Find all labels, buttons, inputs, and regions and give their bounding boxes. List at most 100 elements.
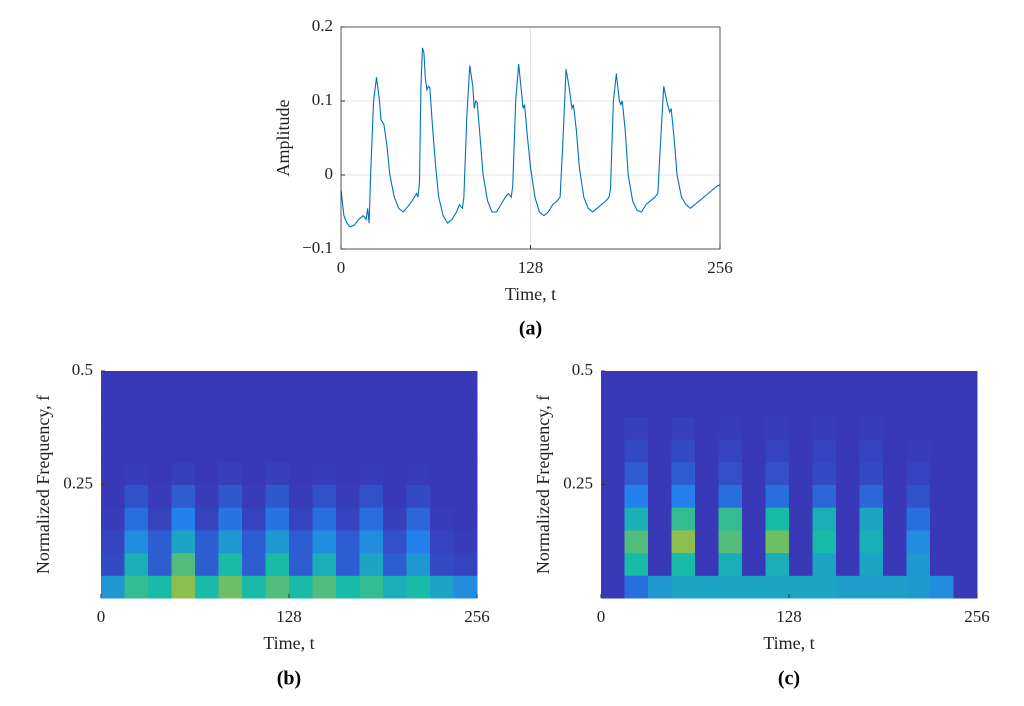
heatmap-cell [148, 552, 172, 576]
heatmap-cell [718, 371, 743, 395]
heatmap-cell [648, 416, 672, 440]
heatmap-cell [148, 416, 172, 440]
heatmap-cell [359, 507, 384, 531]
y-axis-label: Normalized Frequency, f [533, 395, 553, 574]
heatmap-cell [406, 416, 431, 440]
heatmap-cell [312, 461, 337, 485]
heatmap-cell [195, 507, 219, 531]
heatmap-cell [812, 439, 837, 463]
heatmap-cell [312, 393, 337, 417]
heatmap-cell [859, 575, 884, 599]
x-tick-label: 0 [97, 607, 106, 626]
heatmap-cell [336, 393, 360, 417]
heatmap-cell [812, 393, 837, 417]
heatmap-cell [671, 484, 696, 508]
heatmap-cell [624, 393, 649, 417]
heatmap-cell [101, 552, 125, 576]
heatmap-cell [953, 575, 978, 599]
heatmap-cell [336, 371, 360, 395]
heatmap-cell [906, 439, 931, 463]
heatmap-cell [648, 461, 672, 485]
heatmap-cell [742, 439, 766, 463]
heatmap-cell [883, 484, 907, 508]
heatmap-cell [289, 484, 313, 508]
heatmap-cell [383, 575, 407, 599]
heatmap-cell [906, 416, 931, 440]
heatmap-cell [883, 575, 907, 599]
x-tick-label: 256 [464, 607, 490, 626]
heatmap-cell [648, 393, 672, 417]
heatmap-cell [430, 529, 454, 554]
heatmap-cell [953, 484, 978, 508]
heatmap-cell [765, 484, 790, 508]
heatmap-cell [930, 575, 954, 599]
heatmap-cell [789, 484, 813, 508]
heatmap-cell [171, 393, 196, 417]
heatmap-cell [789, 575, 813, 599]
heatmap-cell [101, 484, 125, 508]
heatmap-cell [671, 371, 696, 395]
heatmap-cell [742, 575, 766, 599]
heatmap-cell [218, 529, 243, 554]
heatmap-cell [430, 552, 454, 576]
heatmap-cell [718, 416, 743, 440]
heatmap-cell [289, 439, 313, 463]
heatmap-cell [859, 552, 884, 576]
heatmap-cell [883, 416, 907, 440]
heatmap-cell [171, 507, 196, 531]
heatmap-cell [953, 371, 978, 395]
y-tick-label: 0.2 [312, 16, 333, 35]
heatmap-cell [906, 393, 931, 417]
heatmap-cell [765, 393, 790, 417]
heatmap-cell [930, 416, 954, 440]
heatmap-cell [101, 461, 125, 485]
caption: (c) [778, 668, 800, 690]
x-tick-label: 256 [707, 258, 733, 277]
y-axis-label: Normalized Frequency, f [33, 395, 53, 574]
heatmap-cell [242, 416, 266, 440]
heatmap-cell [383, 484, 407, 508]
heatmap-cell [859, 484, 884, 508]
heatmap-cell [695, 371, 719, 395]
heatmap-cell [836, 529, 860, 554]
heatmap-cell [406, 507, 431, 531]
heatmap-cell [836, 507, 860, 531]
heatmap-cell [953, 416, 978, 440]
heatmap-cell [430, 575, 454, 599]
heatmap-cell [718, 393, 743, 417]
heatmap-cell [383, 393, 407, 417]
heatmap-cell [383, 529, 407, 554]
heatmap-cell [859, 371, 884, 395]
heatmap-cell [453, 552, 478, 576]
heatmap-cell [242, 393, 266, 417]
heatmap-cell [836, 439, 860, 463]
y-axis-label: Amplitude [273, 99, 293, 176]
heatmap-cell [359, 416, 384, 440]
heatmap-cell [171, 484, 196, 508]
heatmap-cell [218, 575, 243, 599]
heatmap-cell [336, 507, 360, 531]
heatmap-cell [601, 552, 625, 576]
heatmap-cell [101, 416, 125, 440]
heatmap-cell [218, 552, 243, 576]
heatmap-cell [812, 552, 837, 576]
heatmap-cell [930, 439, 954, 463]
heatmap-cell [430, 461, 454, 485]
heatmap-cell [312, 575, 337, 599]
heatmap-cell [124, 461, 149, 485]
heatmap-cell [453, 416, 478, 440]
heatmap-cell [648, 552, 672, 576]
heatmap-cell [953, 439, 978, 463]
heatmap-cell [242, 484, 266, 508]
heatmap-cell [148, 507, 172, 531]
heatmap-cell [906, 575, 931, 599]
heatmap-cell [836, 416, 860, 440]
heatmap-cell [930, 393, 954, 417]
y-tick-label: −0.1 [302, 238, 333, 257]
heatmap-cell [171, 575, 196, 599]
heatmap-cell [312, 371, 337, 395]
heatmap-cell [836, 393, 860, 417]
heatmap-cell [812, 575, 837, 599]
heatmap-cell [312, 484, 337, 508]
